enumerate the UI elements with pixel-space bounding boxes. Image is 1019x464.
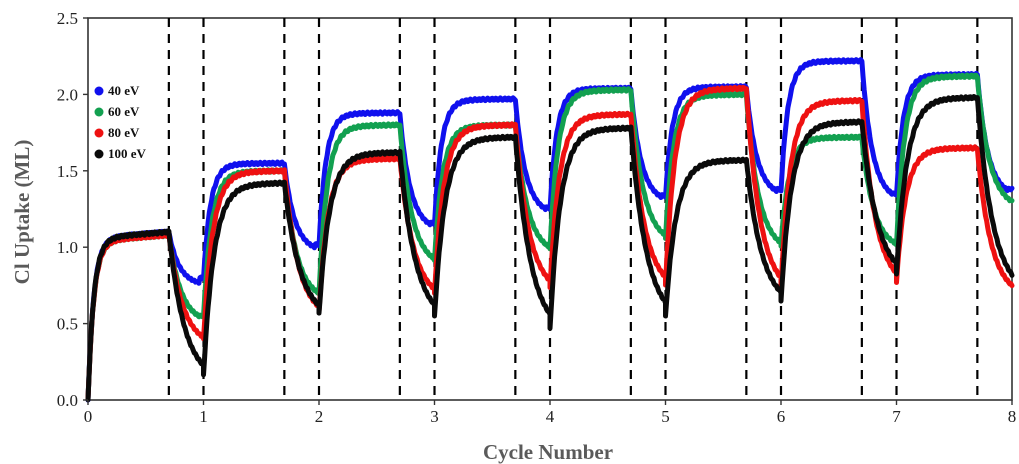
legend-marker <box>94 149 104 159</box>
x-tick-label: 1 <box>199 407 208 426</box>
x-tick-label: 6 <box>777 407 786 426</box>
y-tick-label: 0.0 <box>57 391 78 410</box>
x-tick-label: 4 <box>546 407 555 426</box>
x-tick-label: 7 <box>892 407 901 426</box>
series-line-60-ev <box>85 72 1015 402</box>
x-tick-label: 2 <box>315 407 324 426</box>
tick-labels: 0 1 2 3 4 5 6 7 8 0.0 0.5 1.0 1.5 2.0 2.5 <box>57 9 1017 426</box>
legend-item: 40 eV <box>94 83 140 98</box>
y-tick-label: 0.5 <box>57 315 78 334</box>
legend: 40 eV 60 eV 80 eV 100 eV <box>94 83 147 161</box>
legend-label: 100 eV <box>108 146 147 161</box>
legend-marker <box>94 107 104 117</box>
legend-label: 80 eV <box>108 125 140 140</box>
legend-label: 60 eV <box>108 104 140 119</box>
series-group <box>85 57 1015 403</box>
y-tick-label: 1.0 <box>57 238 78 257</box>
x-tick-label: 5 <box>661 407 670 426</box>
x-axis-title: Cycle Number <box>483 440 613 464</box>
legend-item: 60 eV <box>94 104 140 119</box>
legend-label: 40 eV <box>108 83 140 98</box>
y-axis-title: Cl Uptake (ML) <box>10 140 34 285</box>
series-line-100-ev <box>85 94 1015 403</box>
y-tick-label: 2.5 <box>57 9 78 28</box>
y-tick-label: 2.0 <box>57 85 78 104</box>
y-tick-label: 1.5 <box>57 162 78 181</box>
legend-item: 100 eV <box>94 146 147 161</box>
legend-marker <box>94 128 104 138</box>
x-tick-label: 8 <box>1008 407 1017 426</box>
legend-marker <box>94 86 104 96</box>
x-tick-label: 0 <box>84 407 93 426</box>
x-tick-label: 3 <box>430 407 439 426</box>
legend-item: 80 eV <box>94 125 140 140</box>
series-line-80-ev <box>85 84 1015 402</box>
